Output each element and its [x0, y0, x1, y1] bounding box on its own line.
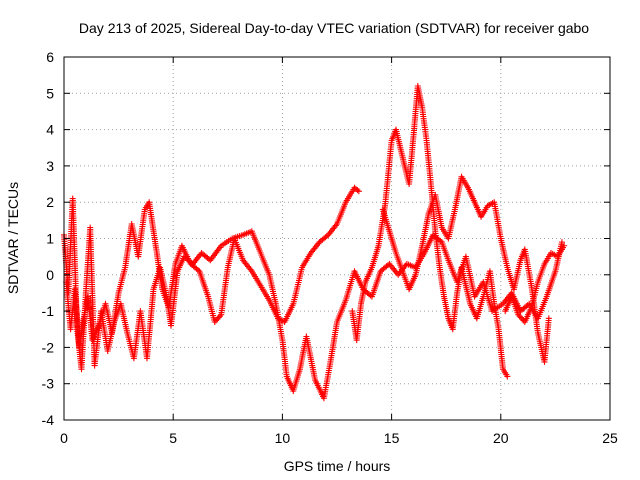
- series-trace-b: [63, 184, 362, 351]
- axis-ticks: [63, 56, 611, 421]
- chart-title: Day 213 of 2025, Sidereal Day-to-day VTE…: [79, 20, 589, 36]
- data-point: [215, 314, 222, 321]
- data-point: [561, 242, 568, 249]
- y-tick-label: -2: [42, 339, 55, 355]
- y-axis-label: SDTVAR / TECUs: [5, 182, 21, 294]
- y-tick-labels: -4 -3 -2 -1 0 1 2 3 4 5 6: [42, 49, 55, 428]
- x-axis-label: GPS time / hours: [284, 458, 391, 474]
- y-tick-label: 3: [46, 158, 54, 174]
- data-point: [504, 373, 511, 380]
- y-tick-label: -3: [42, 376, 55, 392]
- data-point: [519, 316, 526, 323]
- y-tick-label: 1: [46, 231, 54, 247]
- data-series: [61, 83, 568, 402]
- data-point: [558, 239, 565, 246]
- data-point: [437, 237, 444, 244]
- x-tick-labels: 0 5 10 15 20 25: [60, 430, 618, 446]
- y-tick-label: 4: [46, 122, 54, 138]
- series-trace-c: [349, 83, 511, 380]
- x-tick-label: 15: [384, 430, 400, 446]
- series-trace-a: [61, 195, 565, 402]
- y-tick-label: -1: [42, 303, 55, 319]
- data-point: [545, 315, 552, 322]
- y-tick-label: 2: [46, 194, 54, 210]
- x-tick-label: 25: [602, 430, 618, 446]
- data-point: [354, 187, 361, 194]
- data-point: [213, 317, 219, 324]
- y-tick-label: 5: [46, 85, 54, 101]
- series-trace-d: [379, 173, 552, 365]
- data-point: [516, 313, 523, 320]
- y-tick-label: 6: [46, 49, 54, 65]
- grid: [64, 57, 610, 420]
- series-trace-e: [502, 242, 568, 325]
- y-tick-label: 0: [46, 267, 54, 283]
- y-tick-label: -4: [42, 412, 55, 428]
- x-tick-label: 0: [60, 430, 68, 446]
- x-tick-label: 20: [493, 430, 509, 446]
- x-tick-label: 5: [169, 430, 177, 446]
- x-tick-label: 10: [275, 430, 291, 446]
- data-point: [355, 188, 362, 195]
- data-point: [195, 267, 201, 273]
